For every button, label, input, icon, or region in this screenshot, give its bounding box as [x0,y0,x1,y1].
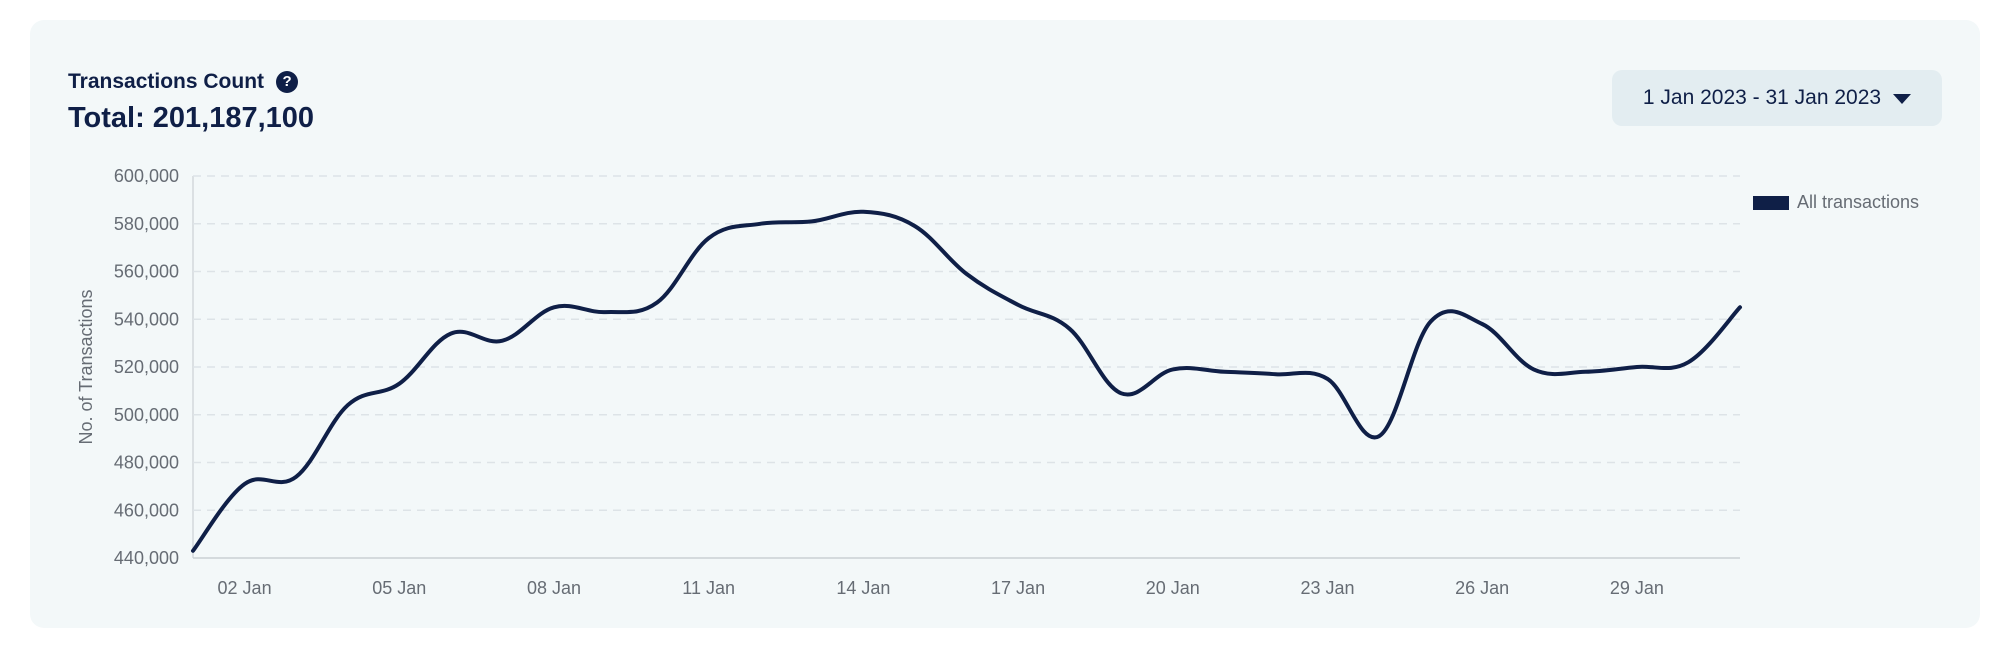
data-point[interactable] [1115,387,1127,399]
y-axis-ticks: 440,000 460,000 480,000 500,000 520,000 540,0… [114,166,179,568]
grid-lines [192,175,1740,559]
total-label: Total: [68,102,145,134]
y-tick-label: 600,000 [114,166,179,186]
x-tick-label: 23 Jan [1300,578,1354,598]
y-tick-label: 580,000 [114,214,179,234]
data-point[interactable] [1682,356,1694,368]
x-tick-label: 29 Jan [1610,578,1664,598]
chart-title: Transactions Count [68,70,265,93]
data-point[interactable] [1425,316,1437,328]
question-circle-icon[interactable]: ? [276,71,299,93]
series-line-all-transactions[interactable] [191,209,1742,553]
data-point[interactable] [1631,361,1643,373]
data-point[interactable] [393,378,405,390]
data-point[interactable] [342,399,354,411]
data-point[interactable] [1064,323,1076,335]
data-point[interactable] [187,545,199,557]
caret-down-icon [1893,94,1912,104]
data-point[interactable] [1270,368,1282,380]
data-point[interactable] [1167,363,1179,375]
legend-label: All transactions [1797,192,1920,212]
data-point[interactable] [600,306,612,318]
data-point[interactable] [290,471,302,483]
data-point[interactable] [1528,363,1540,375]
chart-legend[interactable]: All transactions [1753,192,1919,213]
x-axis-ticks: 02 Jan 05 Jan 08 Jan 11 Jan 14 Jan 17 Jan 20 J… [218,578,1664,598]
total-count: Total: 201,187,100 [68,102,314,135]
x-tick-label: 20 Jan [1146,578,1200,598]
total-value: 201,187,100 [152,102,315,134]
x-tick-label: 11 Jan [682,578,735,598]
data-point[interactable] [909,220,921,232]
data-point[interactable] [1734,301,1746,313]
y-tick-label: 500,000 [114,405,179,425]
data-point[interactable] [1012,299,1024,311]
data-point[interactable] [651,297,663,309]
date-range-label: 1 Jan 2023 - 31 Jan 2023 [1642,86,1882,109]
data-point[interactable] [445,328,457,340]
date-range-picker[interactable]: 1 Jan 2023 - 31 Jan 2023 [1612,70,1942,126]
y-tick-label: 540,000 [114,309,179,329]
x-tick-label: 14 Jan [836,578,890,598]
x-tick-label: 08 Jan [527,578,581,598]
data-point[interactable] [1218,366,1230,378]
data-point[interactable] [1476,318,1488,330]
x-tick-label: 05 Jan [372,578,426,598]
data-point[interactable] [1579,366,1591,378]
data-points [187,206,1746,557]
data-point[interactable] [239,478,251,490]
data-point[interactable] [961,268,973,280]
data-point[interactable] [754,218,766,230]
y-axis-title: No. of Transactions [76,289,96,444]
x-tick-label: 17 Jan [991,578,1045,598]
y-tick-label: 460,000 [114,500,179,520]
x-tick-label: 02 Jan [218,578,272,598]
legend-swatch [1753,195,1789,210]
data-point[interactable] [857,206,869,218]
data-point[interactable] [703,232,715,244]
y-tick-label: 440,000 [114,548,179,568]
data-point[interactable] [496,335,508,347]
data-point[interactable] [548,301,560,313]
y-tick-label: 480,000 [114,453,179,473]
y-tick-label: 560,000 [114,262,179,282]
data-point[interactable] [1373,430,1385,442]
chart-header: Transactions Count ? [68,70,299,94]
data-point[interactable] [1321,373,1333,385]
data-point[interactable] [806,215,818,227]
x-tick-label: 26 Jan [1455,578,1509,598]
y-tick-label: 520,000 [114,357,179,377]
